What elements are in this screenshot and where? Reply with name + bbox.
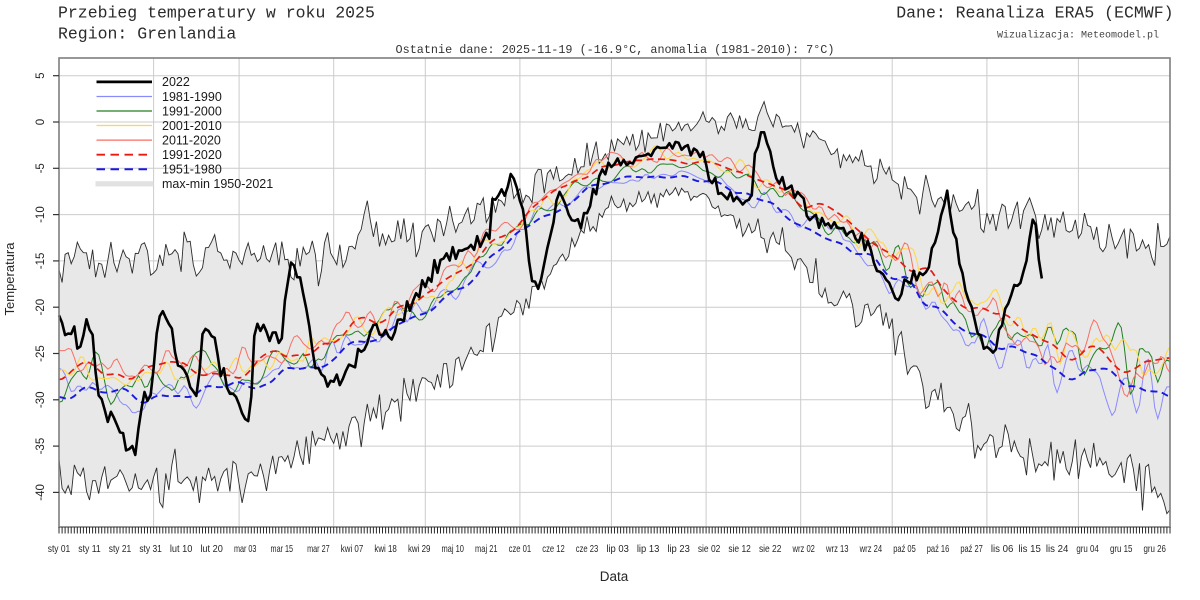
svg-text:cze 12: cze 12: [542, 543, 565, 555]
svg-text:1981-1990: 1981-1990: [162, 90, 222, 104]
svg-text:Temperatura: Temperatura: [2, 242, 17, 316]
svg-text:-25: -25: [35, 345, 47, 362]
svg-text:lip 13: lip 13: [637, 543, 660, 555]
svg-text:-15: -15: [35, 253, 47, 270]
svg-text:Region: Grenlandia: Region: Grenlandia: [58, 25, 236, 44]
svg-text:sie 22: sie 22: [759, 543, 782, 555]
svg-text:max-min 1950-2021: max-min 1950-2021: [162, 177, 273, 191]
svg-text:Ostatnie dane: 2025-11-19 (-16: Ostatnie dane: 2025-11-19 (-16.9°C, anom…: [396, 43, 835, 57]
svg-text:lut 10: lut 10: [170, 543, 193, 555]
svg-text:mar 27: mar 27: [307, 543, 330, 555]
svg-text:cze 01: cze 01: [509, 543, 532, 555]
svg-text:paź 05: paź 05: [893, 543, 916, 555]
svg-text:-40: -40: [35, 484, 47, 501]
svg-text:Przebieg temperatury w roku 20: Przebieg temperatury w roku 2025: [58, 4, 375, 23]
svg-text:sie 12: sie 12: [728, 543, 751, 555]
svg-text:gru 15: gru 15: [1110, 543, 1133, 555]
svg-text:-30: -30: [35, 391, 47, 408]
svg-text:1991-2020: 1991-2020: [162, 148, 222, 162]
svg-text:kwi 29: kwi 29: [408, 543, 431, 555]
svg-text:sie 02: sie 02: [698, 543, 721, 555]
svg-text:paź 27: paź 27: [960, 543, 983, 555]
svg-text:kwi 18: kwi 18: [374, 543, 397, 555]
svg-text:-10: -10: [35, 206, 47, 223]
svg-text:0: 0: [35, 119, 47, 125]
svg-text:sty 11: sty 11: [78, 543, 101, 555]
svg-text:maj 10: maj 10: [441, 543, 464, 555]
svg-text:-5: -5: [35, 163, 47, 173]
svg-text:Dane: Reanaliza ERA5 (ECMWF): Dane: Reanaliza ERA5 (ECMWF): [896, 4, 1173, 23]
svg-text:lip 23: lip 23: [667, 543, 690, 555]
svg-text:Data: Data: [600, 569, 629, 584]
svg-text:gru 04: gru 04: [1076, 543, 1099, 555]
svg-text:2011-2020: 2011-2020: [162, 133, 221, 147]
svg-text:1991-2000: 1991-2000: [162, 104, 222, 118]
svg-text:wrz 13: wrz 13: [825, 543, 848, 555]
svg-text:5: 5: [35, 72, 47, 78]
svg-text:sty 21: sty 21: [109, 543, 132, 555]
svg-text:sty 01: sty 01: [48, 543, 71, 555]
svg-text:lis 15: lis 15: [1018, 543, 1041, 555]
svg-text:wrz 02: wrz 02: [792, 543, 815, 555]
svg-text:mar 15: mar 15: [271, 543, 294, 555]
svg-text:2001-2010: 2001-2010: [162, 119, 222, 133]
svg-text:wrz 24: wrz 24: [859, 543, 882, 555]
svg-text:lip 03: lip 03: [606, 543, 629, 555]
svg-text:sty 31: sty 31: [139, 543, 162, 555]
svg-text:-20: -20: [35, 299, 47, 316]
svg-text:paź 16: paź 16: [927, 543, 950, 555]
svg-text:cze 23: cze 23: [576, 543, 599, 555]
svg-text:lis 24: lis 24: [1046, 543, 1069, 555]
svg-text:mar 03: mar 03: [234, 543, 257, 555]
svg-text:Wizualizacja: Meteomodel.pl: Wizualizacja: Meteomodel.pl: [997, 30, 1159, 42]
svg-text:-35: -35: [35, 438, 47, 455]
svg-text:kwi 07: kwi 07: [341, 543, 364, 555]
svg-text:2022: 2022: [162, 75, 190, 89]
svg-text:lis 06: lis 06: [991, 543, 1014, 555]
svg-text:maj 21: maj 21: [475, 543, 498, 555]
svg-text:1951-1980: 1951-1980: [162, 163, 222, 177]
svg-text:lut 20: lut 20: [200, 543, 223, 555]
svg-text:gru 26: gru 26: [1143, 543, 1166, 555]
